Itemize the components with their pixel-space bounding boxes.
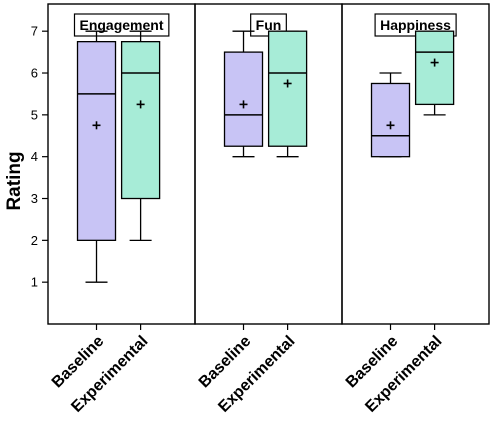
y-tick-label: 3 [31,191,38,206]
x-category-label: Experimental [215,333,298,416]
y-tick-label: 2 [31,233,38,248]
box-baseline [370,82,411,158]
y-tick-label: 7 [31,24,38,39]
y-tick-label: 1 [31,275,38,290]
panel-frame [341,3,490,325]
box-baseline [76,40,117,241]
panel-title: Engagement [79,17,163,33]
panel-title: Fun [256,17,282,33]
x-category-label: Experimental [68,333,151,416]
panel-title-box [73,13,170,37]
y-axis-title: Rating [4,151,25,210]
box-experimental [120,40,161,200]
box-experimental [267,30,308,147]
y-tick-label: 4 [31,149,38,164]
y-tick-label: 6 [31,66,38,81]
x-category-label: Experimental [362,333,445,416]
panel-title: Happiness [380,17,451,33]
y-tick-label: 5 [31,107,38,122]
box-baseline [223,51,264,147]
box-experimental [414,30,455,106]
